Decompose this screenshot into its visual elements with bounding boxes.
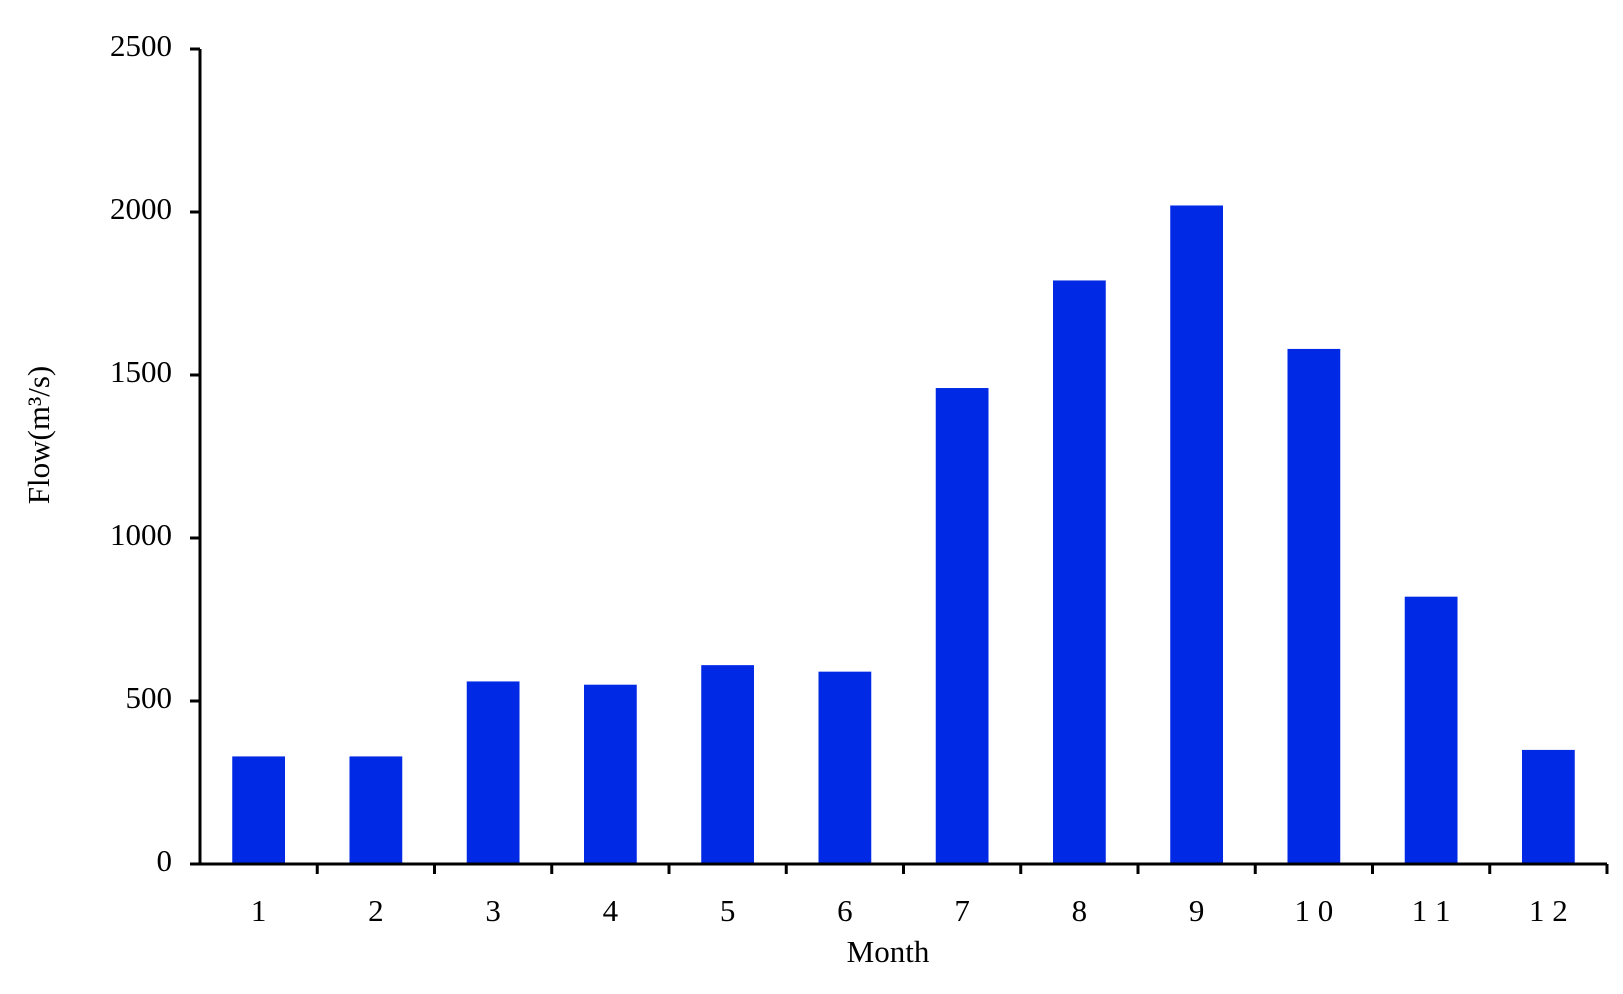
y-axis-label: Flow(m³/s) <box>21 366 56 504</box>
bar <box>466 681 520 864</box>
x-tick-label: 1 0 <box>1295 893 1334 928</box>
y-tick-label: 1500 <box>110 354 172 389</box>
x-tick-label: 8 <box>1072 893 1088 928</box>
bar <box>818 671 872 864</box>
x-tick-label: 1 1 <box>1412 893 1451 928</box>
y-tick-label: 2500 <box>110 28 172 63</box>
x-tick-label: 9 <box>1189 893 1205 928</box>
bar <box>1287 348 1341 864</box>
x-tick-label: 2 <box>368 893 384 928</box>
bar <box>935 388 989 864</box>
y-tick-label: 0 <box>157 843 173 878</box>
x-tick-label: 3 <box>485 893 501 928</box>
bar <box>701 665 755 864</box>
y-tick-label: 1000 <box>110 517 172 552</box>
x-tick-label: 1 <box>251 893 267 928</box>
y-tick-label: 500 <box>126 680 173 715</box>
bar <box>349 756 403 864</box>
bar <box>232 756 286 864</box>
x-tick-label: 1 2 <box>1529 893 1568 928</box>
x-tick-label: 6 <box>837 893 853 928</box>
x-tick-label: 7 <box>954 893 970 928</box>
bar <box>583 684 637 864</box>
bar <box>1170 205 1224 865</box>
bar <box>1404 596 1458 864</box>
y-tick-label: 2000 <box>110 191 172 226</box>
x-tick-label: 4 <box>603 893 619 928</box>
bar <box>1521 749 1575 864</box>
x-axis-label: Month <box>847 934 930 969</box>
x-tick-label: 5 <box>720 893 736 928</box>
bar <box>1052 280 1106 865</box>
